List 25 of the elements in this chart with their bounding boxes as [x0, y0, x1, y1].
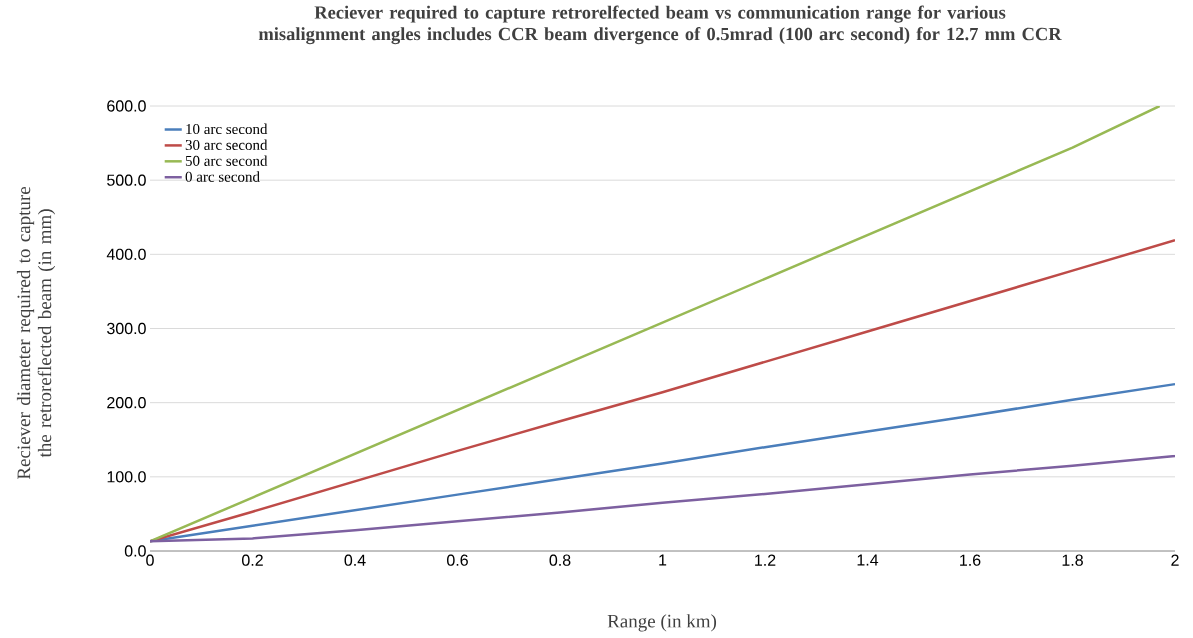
y-tick-label: 100.0	[107, 471, 146, 483]
x-tick-label: 1.2	[755, 554, 776, 566]
legend-label: 10 arc second	[186, 123, 268, 135]
y-tick-label: 200.0	[107, 397, 146, 409]
legend-label: 30 arc second	[185, 139, 268, 151]
x-tick-label: 0	[146, 554, 154, 566]
x-tick-label: 1.8	[1062, 554, 1083, 566]
chart-title: Reciever required to capture retrorelfected beam vs communication range for various misalignment angles includes CCR beam divergence of 0.5mrad (100 arc second) for 12.7 mm CCR	[258, 5, 1062, 45]
x-tick-label: 0.6	[447, 554, 468, 566]
x-tick-label: 0.4	[344, 554, 366, 566]
x-tick-label: 1.6	[960, 554, 981, 566]
y-tick-label: 0.0	[124, 545, 146, 557]
x-tick-label: 1	[659, 554, 667, 566]
legend-label: 0 arc second	[185, 171, 260, 182]
y-tick-label: 600.0	[107, 100, 146, 112]
legend-label: 50 arc second	[185, 155, 268, 166]
y-tick-label: 500.0	[107, 174, 146, 186]
y-tick-label: 400.0	[106, 248, 146, 260]
x-tick-label: 2	[1171, 554, 1179, 566]
x-axis-title: Range (in km)	[607, 614, 717, 632]
y-axis-title: Reciever diameter required to capture the retroreflected beam (in mm)	[16, 186, 56, 480]
y-tick-label: 300.0	[107, 322, 146, 335]
x-tick-label: 1.4	[857, 554, 879, 566]
x-tick-label: 0.8	[549, 554, 571, 566]
x-tick-label: 0.2	[242, 554, 263, 566]
